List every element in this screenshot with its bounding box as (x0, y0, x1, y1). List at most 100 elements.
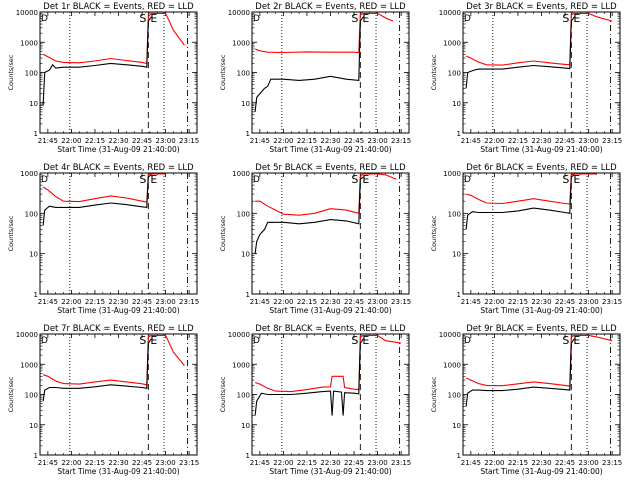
x-tick-label: 22:30 (108, 459, 128, 467)
x-tick-label: 22:30 (108, 137, 128, 145)
x-tick-label: 22:00 (61, 137, 81, 145)
x-axis-label: Start Time (31-Aug-09 21:40:00) (480, 467, 602, 476)
plot-frame (462, 333, 621, 456)
series-line-red (255, 173, 397, 216)
x-tick-label: 22:00 (61, 459, 81, 467)
end-marker-label: E (573, 12, 580, 25)
start-marker-label: S (139, 12, 146, 25)
y-tick-label: 10 (241, 422, 250, 430)
x-tick-label: 23:00 (156, 137, 176, 145)
y-tick-label: 1000 (443, 361, 461, 369)
end-marker-label: E (362, 173, 369, 186)
x-tick-label: 22:45 (555, 459, 575, 467)
panel-title: Det 9r BLACK = Events, RED = LLD (466, 324, 617, 334)
x-axis-label: Start Time (31-Aug-09 21:40:00) (269, 306, 391, 315)
y-axis-label: Counts/sec (219, 215, 227, 251)
y-tick-label: 1 (457, 130, 461, 138)
y-tick-label: 1 (246, 130, 250, 138)
end-marker-label: E (573, 173, 580, 186)
x-tick-label: 22:15 (508, 137, 528, 145)
series-line-red (254, 12, 394, 54)
series-line-black (465, 338, 575, 407)
x-tick-label: 23:15 (179, 459, 199, 467)
panel-title: Det 5r BLACK = Events, RED = LLD (255, 163, 406, 173)
plot-frame (39, 172, 198, 295)
y-axis-label: Counts/sec (430, 215, 438, 251)
x-tick-label: 22:30 (531, 137, 551, 145)
series-line-red (42, 173, 166, 203)
x-tick-label: 22:30 (320, 298, 340, 306)
y-tick-label: 1 (246, 291, 250, 299)
y-tick-label: 100 (237, 210, 250, 218)
start-marker-label: S (139, 334, 146, 347)
corner-label: D (464, 175, 471, 185)
x-tick-label: 21:45 (250, 298, 270, 306)
x-tick-label: 22:45 (344, 459, 364, 467)
end-marker-label: E (362, 12, 369, 25)
series-line-black (254, 16, 364, 112)
y-axis-label: Counts/sec (219, 376, 227, 412)
x-tick-label: 21:45 (38, 459, 58, 467)
y-tick-label: 1000 (443, 170, 461, 178)
panel-det-3: Det 3r BLACK = Events, RED = LLD 1 10 100 10… (430, 2, 622, 154)
corner-label: D (41, 14, 48, 24)
start-marker-label: S (351, 334, 358, 347)
y-tick-label: 10 (452, 251, 461, 259)
y-tick-label: 1000 (443, 39, 461, 47)
x-tick-label: 22:15 (508, 298, 528, 306)
y-tick-label: 100 (25, 70, 38, 78)
x-tick-label: 22:45 (344, 137, 364, 145)
x-tick-label: 21:45 (250, 137, 270, 145)
x-tick-label: 23:15 (391, 137, 411, 145)
x-tick-label: 22:00 (484, 298, 504, 306)
x-tick-label: 22:45 (132, 298, 152, 306)
x-tick-label: 22:15 (297, 459, 317, 467)
x-tick-label: 23:15 (391, 459, 411, 467)
corner-label: D (253, 175, 260, 185)
y-tick-label: 100 (237, 392, 250, 400)
x-axis-label: Start Time (31-Aug-09 21:40:00) (269, 145, 391, 154)
series-line-black (42, 174, 152, 226)
series-line-red (42, 334, 185, 386)
y-axis-label: Counts/sec (7, 376, 15, 412)
panel-title: Det 4r BLACK = Events, RED = LLD (43, 163, 194, 173)
corner-label: D (464, 336, 471, 346)
panel-det-2: Det 2r BLACK = Events, RED = LLD 1 10 100 10… (219, 2, 411, 154)
x-tick-label: 22:15 (85, 137, 105, 145)
y-tick-label: 1 (246, 452, 250, 460)
y-tick-label: 1 (34, 452, 38, 460)
y-tick-label: 10 (452, 100, 461, 108)
start-marker-label: S (562, 173, 569, 186)
y-tick-label: 1000 (20, 170, 38, 178)
x-tick-label: 21:45 (461, 459, 481, 467)
panel-title: Det 6r BLACK = Events, RED = LLD (466, 163, 617, 173)
x-tick-label: 23:15 (602, 298, 622, 306)
start-marker-label: S (562, 12, 569, 25)
x-axis-label: Start Time (31-Aug-09 21:40:00) (57, 145, 179, 154)
x-tick-label: 21:45 (250, 459, 270, 467)
end-marker-label: E (150, 173, 157, 186)
series-line-black (254, 176, 364, 254)
x-tick-label: 22:15 (508, 459, 528, 467)
series-line-black (42, 338, 152, 402)
x-tick-label: 22:30 (531, 459, 551, 467)
x-tick-label: 21:45 (38, 137, 58, 145)
y-tick-label: 100 (448, 392, 461, 400)
x-tick-label: 23:15 (179, 137, 199, 145)
start-marker-label: S (562, 334, 569, 347)
series-line-red (465, 173, 597, 205)
series-line-black (254, 338, 364, 416)
y-tick-label: 10000 (16, 331, 38, 339)
end-marker-label: E (150, 12, 157, 25)
series-line-red (465, 334, 613, 387)
y-tick-label: 1 (34, 291, 38, 299)
y-tick-label: 10000 (439, 9, 461, 17)
panel-det-9: Det 9r BLACK = Events, RED = LLD 1 10 100 10… (430, 324, 622, 476)
y-axis-label: Counts/sec (430, 54, 438, 90)
x-tick-label: 22:30 (108, 298, 128, 306)
panel-title: Det 3r BLACK = Events, RED = LLD (466, 2, 617, 12)
y-axis-label: Counts/sec (219, 54, 227, 90)
y-tick-label: 10 (241, 100, 250, 108)
panel-title: Det 8r BLACK = Events, RED = LLD (255, 324, 406, 334)
x-tick-label: 23:00 (579, 137, 599, 145)
